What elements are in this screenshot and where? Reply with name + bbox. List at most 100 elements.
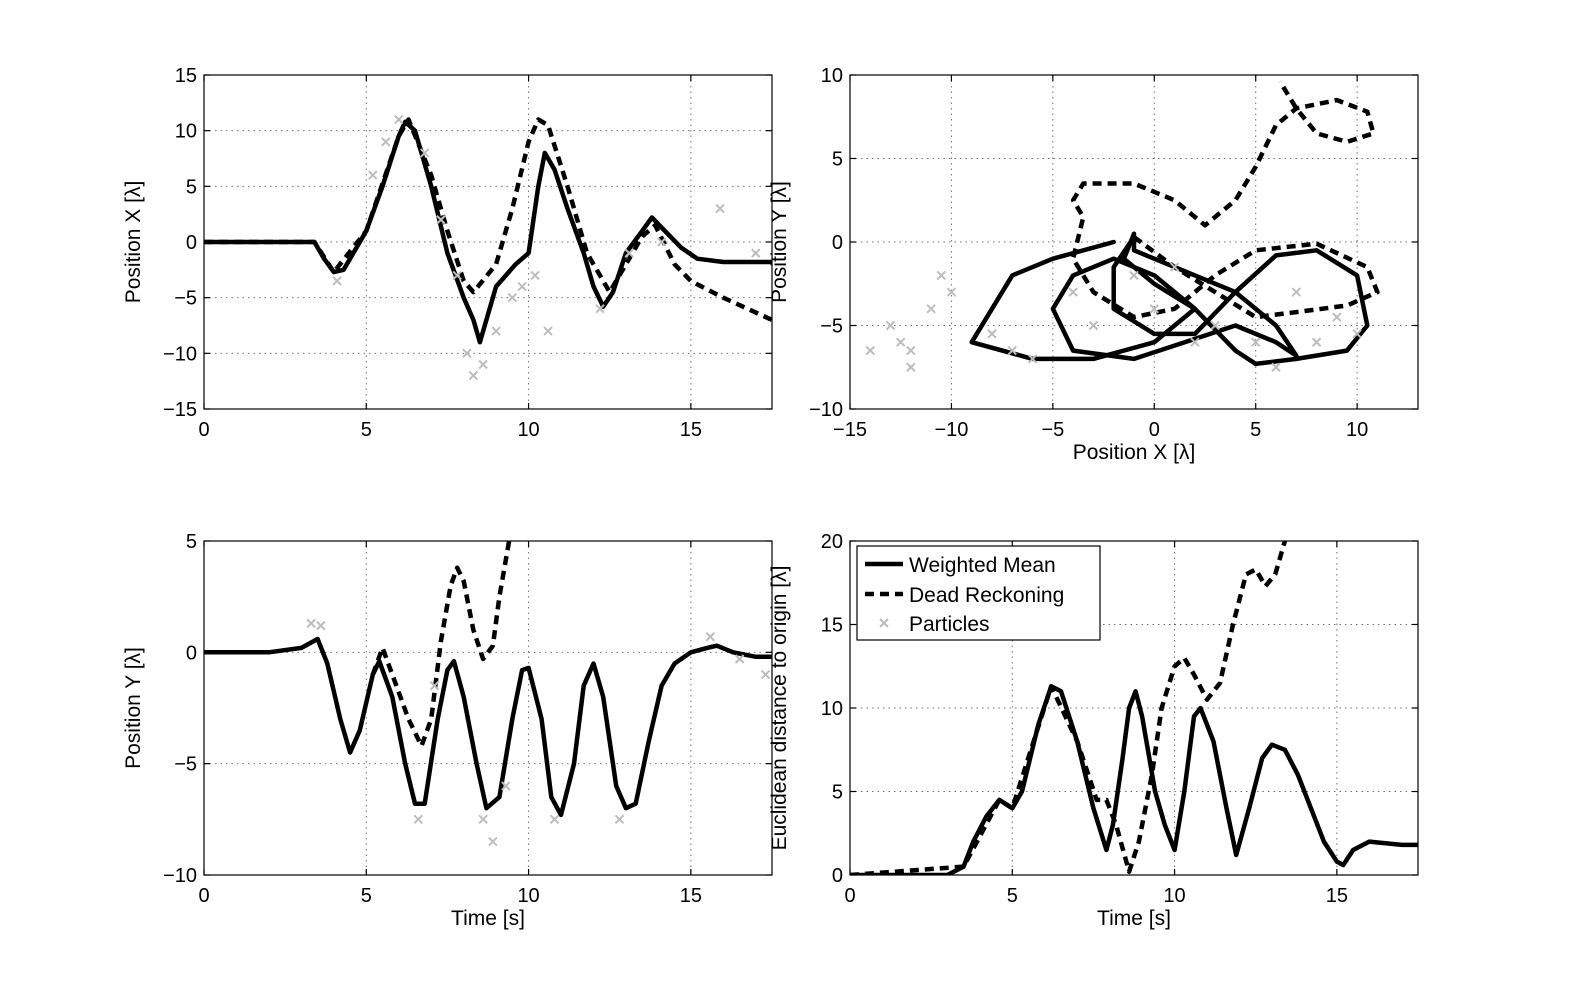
particle-marker	[501, 781, 511, 791]
x-tick-label: 15	[680, 885, 702, 907]
particle-marker	[530, 270, 540, 281]
y-tick-label: −15	[163, 399, 197, 421]
particle-marker	[507, 292, 518, 303]
y-tick-label: 15	[821, 615, 843, 637]
x-tick-label: 15	[1326, 885, 1348, 907]
y-tick-label: 10	[821, 698, 843, 720]
series-dead-reckoning-line	[850, 541, 1288, 875]
particle-marker	[624, 248, 634, 258]
x-axis-label: Time [s]	[451, 907, 525, 930]
y-tick-label: −5	[174, 288, 197, 310]
y-tick-label: 5	[832, 149, 843, 171]
y-axis-label: Euclidean distance to origin [λ]	[768, 566, 791, 851]
particle-marker	[1129, 270, 1139, 281]
plot-area	[865, 80, 1380, 372]
x-axis-label: Time [s]	[1097, 907, 1171, 930]
x-tick-label: 0	[198, 885, 209, 907]
y-tick-label: 5	[186, 531, 197, 553]
particle-marker	[906, 362, 916, 372]
particle-marker	[452, 270, 462, 281]
particle-marker	[491, 326, 501, 336]
y-tick-label: −10	[163, 865, 197, 887]
particle-marker	[1149, 304, 1159, 314]
y-tick-label: 10	[821, 65, 843, 87]
y-tick-label: 0	[832, 232, 843, 254]
particle-marker	[549, 814, 560, 825]
x-tick-label: 10	[517, 419, 539, 441]
particle-marker	[656, 237, 667, 247]
particle-marker	[420, 148, 430, 158]
y-tick-label: 5	[186, 176, 197, 198]
particle-marker	[946, 287, 957, 297]
y-tick-label: 20	[821, 531, 843, 553]
y-tick-label: −5	[174, 754, 197, 776]
particle-marker	[1352, 329, 1362, 339]
particle-marker	[751, 248, 761, 258]
particle-marker	[715, 203, 725, 214]
particle-marker	[429, 681, 440, 691]
series-dead-reckoning-line	[1070, 80, 1380, 320]
particle-marker	[332, 276, 342, 286]
particle-marker	[478, 814, 488, 825]
particle-marker	[368, 170, 378, 180]
y-axis-label: Position Y [λ]	[122, 647, 145, 769]
x-tick-label: −5	[1041, 419, 1064, 441]
particle-marker	[413, 814, 423, 825]
x-tick-label: 15	[680, 419, 702, 441]
particle-marker	[1251, 337, 1261, 347]
chart-distance_vs_time: 0 5 10 15 0 5 10 15 20 Time [s] Euclidean distance…	[768, 531, 1419, 930]
y-tick-label: −5	[820, 316, 843, 338]
x-tick-label: 5	[1007, 885, 1018, 907]
particle-marker	[1311, 337, 1322, 347]
x-tick-label: 0	[1149, 419, 1160, 441]
particle-marker	[1007, 345, 1017, 356]
legend-label-particles: Particles	[909, 613, 990, 636]
plot-area	[850, 541, 1418, 875]
chart-x_vs_time: 0 5 10 15 −15 −10 −5 0 5 10 15 Position X [λ]	[122, 65, 773, 441]
axes-frame	[849, 74, 1419, 410]
series-dead-reckoning-line	[370, 541, 512, 749]
x-tick-label: 10	[517, 885, 539, 907]
plot-area	[204, 541, 772, 847]
particle-marker	[394, 114, 404, 125]
axes-frame	[203, 540, 773, 876]
particle-marker	[1088, 320, 1099, 331]
y-tick-label: 10	[175, 121, 197, 143]
x-tick-label: 10	[1163, 885, 1185, 907]
particle-marker	[734, 654, 745, 664]
legend-swatch-particles	[879, 618, 889, 628]
axes-frame	[849, 540, 1419, 876]
x-tick-label: −10	[934, 419, 968, 441]
particle-marker	[517, 281, 527, 292]
particle-marker	[896, 337, 906, 347]
y-tick-label: −10	[809, 399, 843, 421]
particle-marker	[478, 359, 488, 370]
y-tick-label: 15	[175, 65, 197, 87]
particle-marker	[705, 632, 716, 642]
particle-marker	[468, 370, 479, 381]
particle-marker	[1291, 287, 1301, 297]
x-tick-label: 5	[361, 419, 372, 441]
y-tick-label: 0	[832, 865, 843, 887]
x-tick-label: 5	[1250, 419, 1261, 441]
x-axis-label: Position X [λ]	[1073, 441, 1196, 464]
particle-marker	[1169, 262, 1180, 272]
particle-marker	[381, 137, 391, 147]
series-weighted-mean-line	[850, 684, 1418, 875]
x-tick-label: 0	[198, 419, 209, 441]
x-tick-label: −15	[833, 419, 867, 441]
particle-marker	[936, 270, 946, 281]
x-tick-label: 5	[361, 885, 372, 907]
particle-marker	[885, 320, 896, 331]
legend-label-dead-reckoning: Dead Reckoning	[909, 584, 1064, 607]
series-weighted-mean-line	[204, 119, 772, 345]
particle-marker	[462, 348, 472, 359]
x-tick-label: 10	[1346, 419, 1368, 441]
particle-marker	[543, 326, 553, 336]
y-axis-label: Position X [λ]	[122, 181, 145, 304]
particle-marker	[488, 836, 498, 847]
series-dead-reckoning-line	[204, 117, 772, 322]
y-axis-label: Position Y [λ]	[768, 181, 791, 303]
particle-marker	[1271, 362, 1281, 372]
